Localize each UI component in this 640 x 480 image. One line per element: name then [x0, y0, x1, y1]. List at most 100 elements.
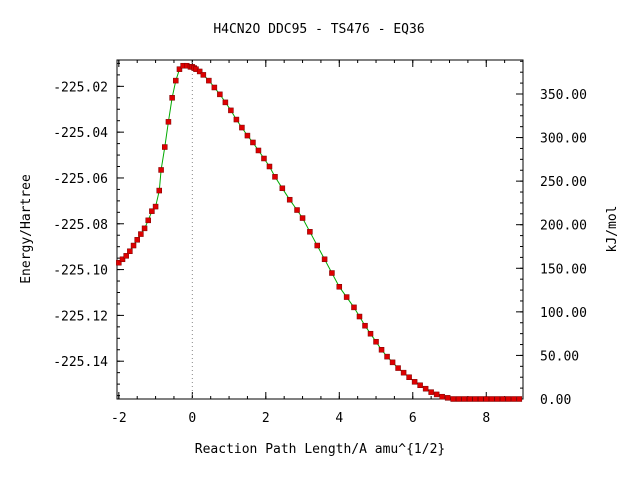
data-point [351, 304, 357, 311]
data-point [156, 187, 163, 194]
data-point [477, 396, 484, 402]
y2-tick-label: 300.00 [540, 132, 587, 147]
data-point [127, 248, 133, 255]
data-point [169, 95, 175, 101]
data-point [362, 322, 368, 329]
data-point [145, 217, 151, 224]
data-point [162, 144, 168, 150]
y2-tick-label: 50.00 [540, 349, 579, 364]
y2-tick-label: 200.00 [540, 219, 587, 234]
data-point [433, 391, 440, 398]
data-point [461, 396, 467, 402]
data-point [228, 107, 234, 114]
data-point [272, 174, 278, 180]
data-point [400, 369, 407, 376]
x-tick-label: -2 [111, 411, 127, 426]
y2-tick-label: 250.00 [540, 175, 587, 190]
data-point [116, 259, 122, 266]
data-point [217, 91, 223, 98]
data-point [422, 385, 429, 392]
data-point [378, 347, 385, 353]
x-tick-label: 4 [335, 411, 343, 426]
data-points [116, 62, 523, 402]
data-point [483, 396, 490, 402]
data-point [516, 396, 523, 402]
y2-tick-label: 100.00 [540, 306, 587, 321]
x-tick-label: 0 [188, 411, 196, 426]
data-point [119, 256, 126, 263]
chart-title: H4CN2O DDC95 - TS476 - EQ36 [213, 22, 424, 37]
tick-layer [117, 60, 524, 400]
y2-tick-label: 150.00 [540, 262, 587, 277]
data-point [138, 231, 144, 237]
y-tick-label: -225.12 [53, 309, 108, 324]
x-tick-label: 6 [409, 411, 417, 426]
data-point [428, 389, 434, 395]
data-point [406, 374, 412, 380]
data-point [444, 395, 451, 401]
plot-frame [116, 59, 524, 400]
y-tick-label: -225.02 [53, 80, 108, 95]
y-tick-label: -225.14 [53, 355, 108, 370]
data-point [130, 242, 137, 249]
x-tick-label: 2 [262, 411, 270, 426]
y2-tick-label: 0.00 [540, 393, 571, 408]
data-point [250, 139, 256, 146]
data-point [261, 155, 267, 162]
data-point [343, 294, 350, 300]
x-axis-title: Reaction Path Length/A amu^{1/2} [195, 442, 445, 457]
data-point [439, 393, 445, 400]
data-point [158, 167, 164, 173]
y-axis-title: Energy/Hartree [19, 174, 34, 284]
data-point [176, 66, 183, 72]
y2-axis-title: kJ/mol [605, 206, 620, 253]
data-point [321, 256, 328, 263]
data-point [395, 365, 401, 371]
y2-tick-label: 350.00 [540, 88, 587, 103]
data-point [233, 116, 240, 123]
data-point [411, 379, 418, 385]
data-point [299, 215, 306, 221]
data-point [356, 313, 363, 320]
series-line [118, 65, 520, 400]
data-point [314, 242, 320, 249]
data-point [134, 237, 140, 243]
data-point [307, 229, 313, 235]
data-point [384, 353, 390, 360]
y-tick-label: -225.10 [53, 264, 108, 279]
data-point [367, 330, 374, 337]
data-point [200, 72, 207, 78]
tick-labels-layer: -2 0 2 4 6 8 -225.02 -225.04 -225.06 -225.08 -225.… [53, 80, 587, 426]
data-point [244, 132, 251, 139]
y-tick-label: -225.04 [53, 126, 108, 141]
data-point [455, 396, 462, 402]
y-tick-label: -225.08 [53, 218, 108, 233]
data-point [511, 396, 517, 402]
x-tick-label: 8 [482, 411, 490, 426]
data-point [389, 359, 396, 366]
data-point [266, 163, 273, 170]
data-point [489, 396, 495, 402]
data-point [500, 396, 506, 402]
data-point [294, 207, 300, 213]
data-point [211, 84, 218, 91]
data-point [149, 208, 155, 214]
data-point [417, 382, 423, 389]
data-point [336, 284, 343, 290]
data-point [165, 119, 172, 125]
data-point [472, 396, 478, 402]
data-point [505, 396, 512, 402]
y-tick-label: -225.06 [53, 172, 108, 187]
data-point [206, 77, 212, 84]
data-point [196, 68, 203, 75]
data-point [255, 147, 262, 154]
data-point [450, 396, 456, 402]
data-point [329, 270, 335, 276]
data-point [239, 124, 245, 131]
data-point [141, 225, 148, 232]
data-point [466, 396, 473, 402]
data-point [123, 253, 129, 259]
data-point [173, 77, 179, 84]
data-point [222, 99, 229, 106]
